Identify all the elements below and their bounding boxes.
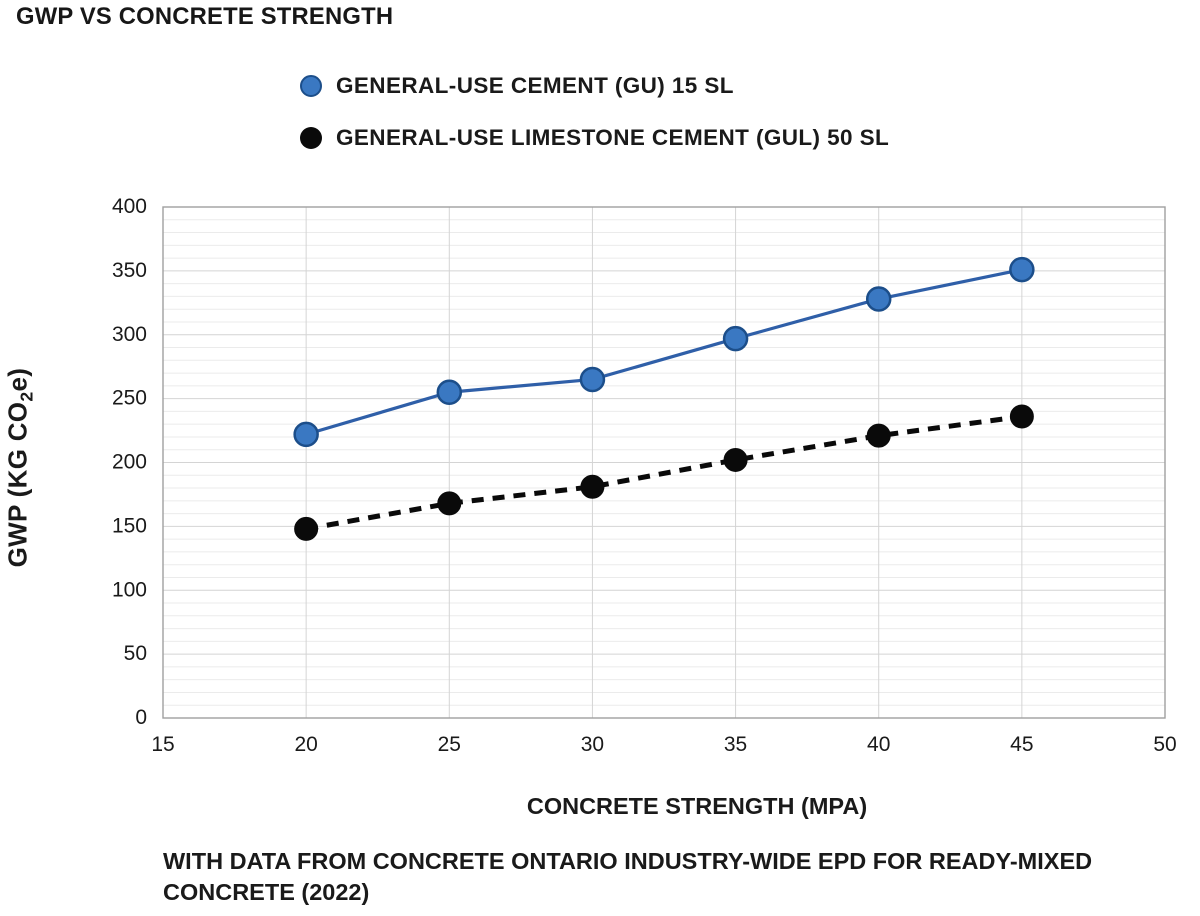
- svg-text:40: 40: [867, 733, 890, 756]
- svg-text:250: 250: [112, 387, 147, 410]
- svg-text:15: 15: [151, 733, 174, 756]
- svg-text:45: 45: [1010, 733, 1033, 756]
- svg-text:35: 35: [724, 733, 747, 756]
- svg-text:200: 200: [112, 451, 147, 474]
- svg-text:0: 0: [135, 706, 147, 729]
- svg-text:25: 25: [438, 733, 461, 756]
- svg-text:350: 350: [112, 259, 147, 282]
- svg-text:50: 50: [1153, 733, 1176, 756]
- svg-text:50: 50: [124, 642, 147, 665]
- svg-text:400: 400: [112, 195, 147, 218]
- svg-text:150: 150: [112, 514, 147, 537]
- svg-text:20: 20: [294, 733, 317, 756]
- svg-text:100: 100: [112, 578, 147, 601]
- svg-text:300: 300: [112, 323, 147, 346]
- svg-text:30: 30: [581, 733, 604, 756]
